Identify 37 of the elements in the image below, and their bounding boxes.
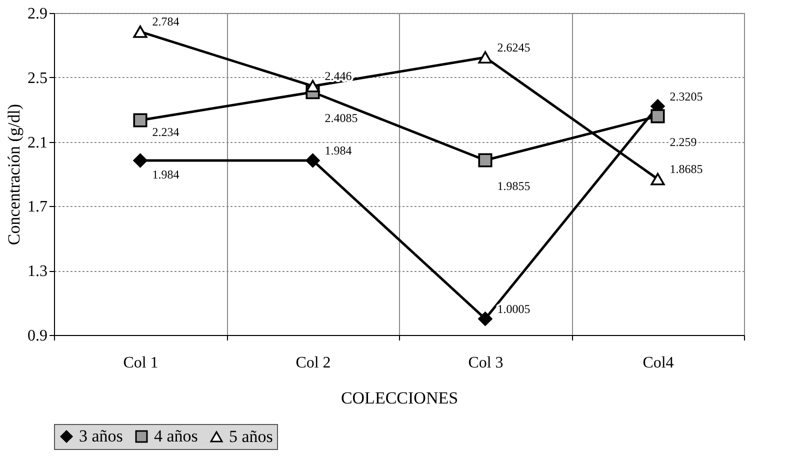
point <box>133 153 148 168</box>
data-label: 2.446 <box>324 69 352 84</box>
x-tick-label: Col 1 <box>123 354 158 372</box>
data-label: 1.9855 <box>497 179 530 194</box>
point <box>306 80 320 92</box>
data-label: 2.784 <box>152 14 180 29</box>
y-tick-label: 2.5 <box>28 70 48 87</box>
y-tick-label: 2.1 <box>28 134 48 152</box>
x-tick-label: Col 2 <box>296 354 331 372</box>
point <box>133 113 148 128</box>
legend-label: 5 años <box>229 426 273 446</box>
point <box>306 153 320 168</box>
data-label: 2.6245 <box>497 40 530 54</box>
data-label: 2.259 <box>670 135 697 150</box>
data-label: 2.3205 <box>670 89 703 104</box>
data-label: 1.984 <box>152 167 180 182</box>
data-label: 1.984 <box>324 143 352 158</box>
point <box>478 312 492 326</box>
point <box>478 51 492 64</box>
x-axis-title: COLECCIONES <box>340 388 458 408</box>
data-label: 1.8685 <box>670 162 703 176</box>
legend-label: 4 años <box>154 426 198 446</box>
y-tick-label: 1.3 <box>28 263 48 280</box>
y-tick-label: 0.9 <box>28 328 48 344</box>
data-label: 2.4085 <box>324 111 358 126</box>
data-label: 2.234 <box>152 125 180 140</box>
legend-label: 3 años <box>79 426 123 446</box>
point <box>478 153 492 168</box>
x-tick-label: Col 3 <box>468 354 504 372</box>
data-label: 1.0005 <box>497 302 530 316</box>
point <box>650 172 665 186</box>
point <box>650 109 665 124</box>
point <box>133 25 148 38</box>
y-tick-label: 2.9 <box>28 6 48 22</box>
y-tick-label: 1.7 <box>28 198 48 216</box>
x-tick-label: Col4 <box>642 354 674 372</box>
y-axis-title: Concentración (g/dl) <box>4 104 24 246</box>
